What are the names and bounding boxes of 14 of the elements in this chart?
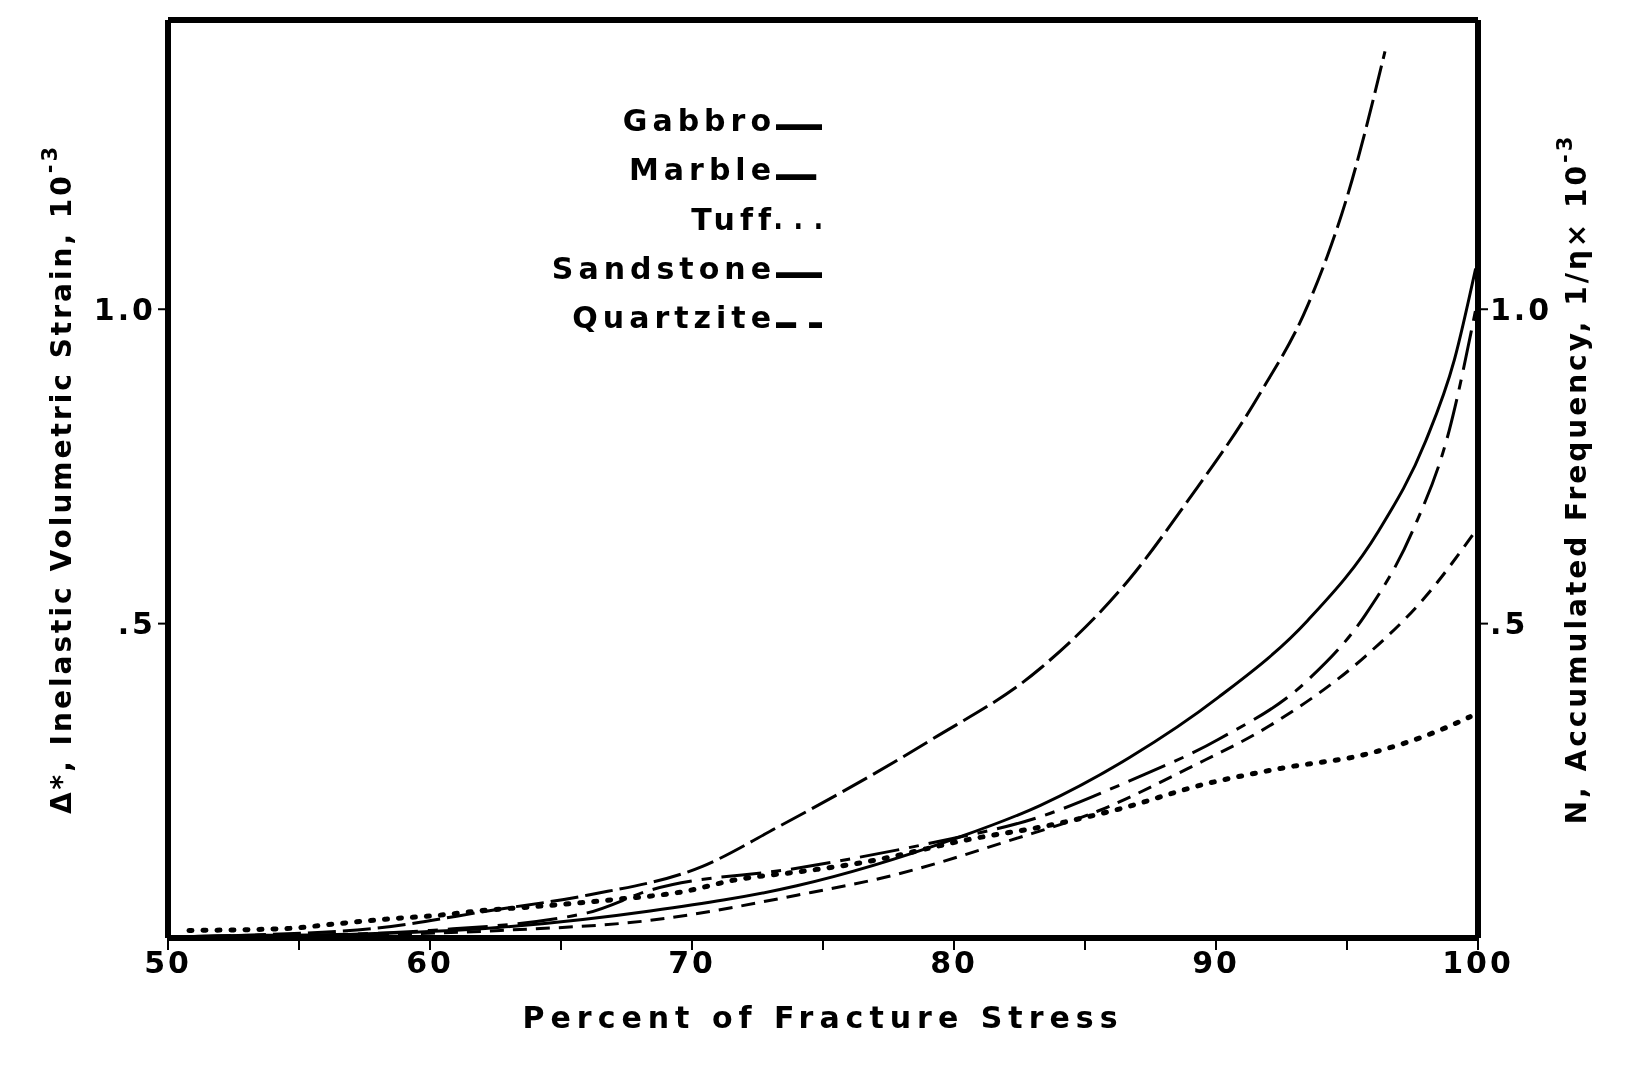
x-tick-label: 90 xyxy=(1192,945,1240,981)
x-tick-label: 100 xyxy=(1442,945,1514,981)
legend-label: Tuff xyxy=(690,201,776,237)
legend-label: Marble xyxy=(628,152,776,188)
y2-tick-label: 1.0 xyxy=(1490,291,1553,327)
x-axis-title: Percent of Fracture Stress xyxy=(522,1000,1124,1035)
y2-tick-label: .5 xyxy=(1490,606,1529,642)
x-tick-label: 50 xyxy=(144,945,192,981)
x-tick-label: 60 xyxy=(406,945,454,981)
legend-label: Sandstone xyxy=(550,250,776,286)
x-tick-label: 70 xyxy=(668,945,716,981)
x-tick-label: 80 xyxy=(930,945,978,981)
legend-label: Gabbro xyxy=(621,103,776,138)
legend-label: Quartzite xyxy=(571,300,776,336)
